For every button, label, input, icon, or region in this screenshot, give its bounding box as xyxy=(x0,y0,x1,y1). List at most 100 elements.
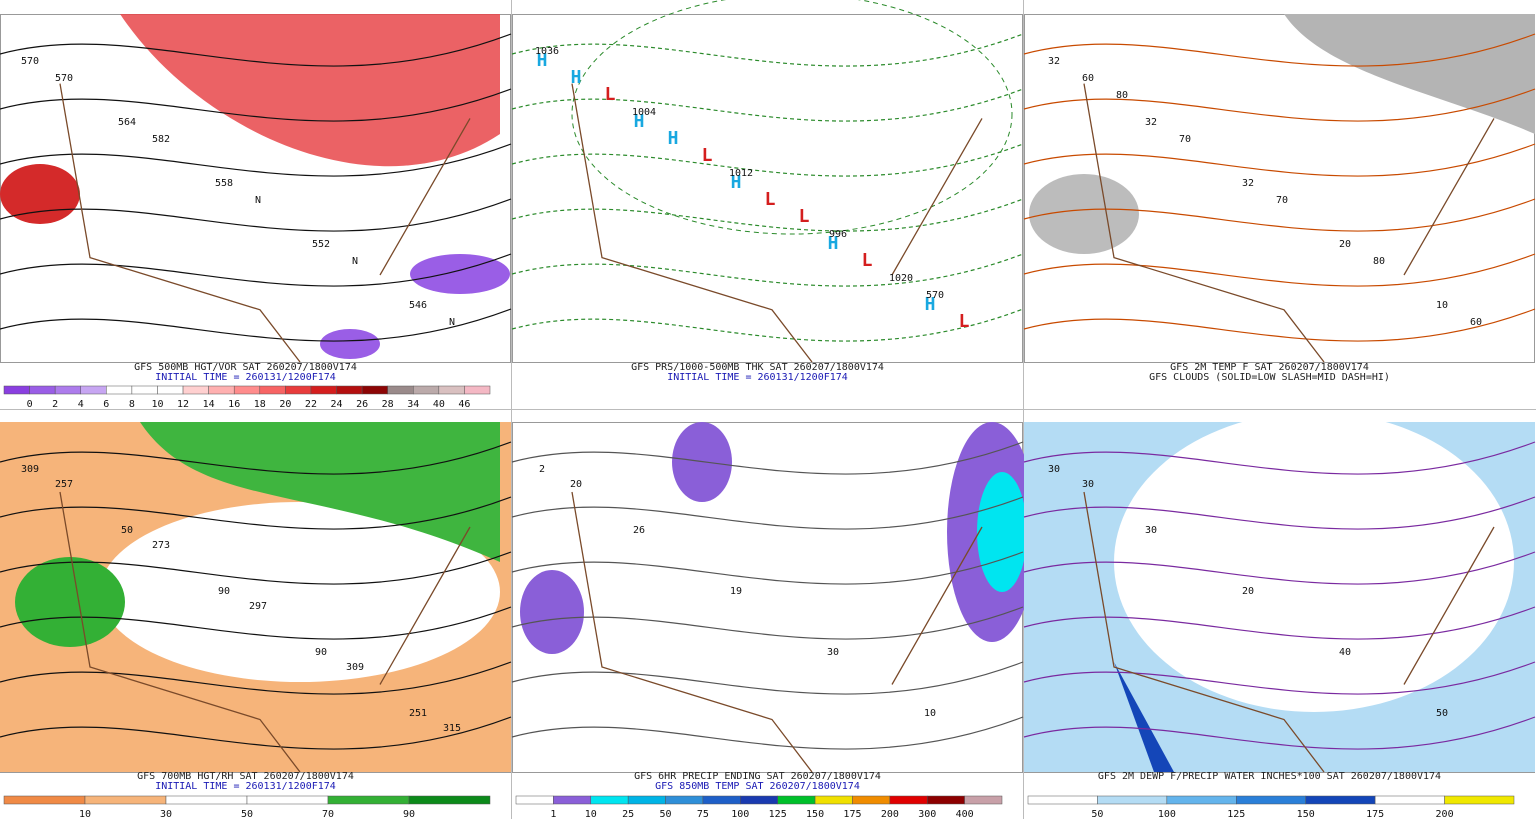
colorbar-label: 4 xyxy=(78,399,84,410)
colorbar-label: 400 xyxy=(956,809,974,819)
map-label: 80 xyxy=(1116,90,1128,101)
colorbar-swatch xyxy=(464,385,491,395)
map-label: 251 xyxy=(409,708,427,719)
map-label: 70 xyxy=(1276,195,1288,206)
map-label: L xyxy=(799,206,810,227)
colorbar-label: 150 xyxy=(806,809,824,819)
colorbar-label: 90 xyxy=(403,809,415,819)
caption: GFS 500MB HGT/VOR SAT 260207/1800V174 xyxy=(134,362,357,373)
precip-area xyxy=(977,472,1027,592)
contour-line xyxy=(1023,716,1536,750)
colorbar-label: 16 xyxy=(228,399,240,410)
colorbar-swatch xyxy=(310,385,337,395)
coastline xyxy=(1083,83,1495,363)
colorbar-swatch xyxy=(233,385,261,395)
contour-line xyxy=(511,716,1024,750)
map-label: N xyxy=(352,256,358,267)
map-label: 50 xyxy=(1436,708,1448,719)
map-label: 996 xyxy=(829,229,847,240)
map-label: 1036 xyxy=(535,46,559,57)
map-label: 70 xyxy=(1179,134,1191,145)
map-label: 273 xyxy=(152,540,170,551)
coastline xyxy=(59,491,471,773)
coastline xyxy=(59,83,471,363)
colorbar-swatch xyxy=(438,385,465,395)
contour-line xyxy=(1023,33,1536,67)
colorbar-label: 50 xyxy=(660,809,672,819)
map-label: 30 xyxy=(1082,479,1094,490)
colorbar-swatch xyxy=(413,385,440,395)
colorbar-label: 40 xyxy=(433,399,445,410)
contour-line xyxy=(0,33,512,67)
map-label: 558 xyxy=(215,178,233,189)
map-label: L xyxy=(702,145,713,166)
caption-line-2: GFS CLOUDS (SOLID=LOW SLASH=MID DASH=HI) xyxy=(1149,372,1390,383)
caption-line-2: INITIAL TIME = 260131/1200F174 xyxy=(155,372,336,383)
colorbar-label: 6 xyxy=(103,399,109,410)
vorticity-area xyxy=(320,329,380,359)
colorbar-label: 200 xyxy=(881,809,899,819)
map-label: 546 xyxy=(409,300,427,311)
vorticity-area xyxy=(120,14,500,167)
contour-line xyxy=(1023,253,1536,287)
colorbar-swatch xyxy=(1374,795,1445,805)
map-label: 582 xyxy=(152,134,170,145)
map-label: 32 xyxy=(1145,117,1157,128)
colorbar-swatch xyxy=(1236,795,1306,805)
map-label: 30 xyxy=(827,647,839,658)
contour-line xyxy=(0,551,512,585)
map-label: 26 xyxy=(633,525,645,536)
map-label: N xyxy=(255,195,261,206)
colorbar-label: 150 xyxy=(1297,809,1315,819)
contour-line xyxy=(511,253,1024,287)
map-label: H xyxy=(828,233,839,254)
contour-line xyxy=(511,143,1024,177)
vorticity-area xyxy=(0,164,80,224)
colorbar-swatch xyxy=(157,385,184,395)
colorbar-label: 1 xyxy=(550,809,556,819)
rh-area xyxy=(140,422,500,562)
colorbar-label: 28 xyxy=(382,399,394,410)
colorbar-swatch xyxy=(740,795,778,805)
colorbar-label: 18 xyxy=(254,399,266,410)
map-label: 30 xyxy=(1145,525,1157,536)
contour-line xyxy=(0,143,512,177)
colorbar-label: 70 xyxy=(322,809,334,819)
contour-line xyxy=(511,308,1024,342)
caption: GFS 2M DEWP F/PRECIP WATER INCHES*100 SA… xyxy=(1098,771,1441,782)
colorbar-label: 46 xyxy=(458,399,470,410)
colorbar-label: 8 xyxy=(129,399,135,410)
colorbar-label: 100 xyxy=(731,809,749,819)
colorbar-swatch xyxy=(246,795,329,805)
contour-line xyxy=(0,606,512,640)
colorbar-swatch xyxy=(131,385,158,395)
colorbar-swatch xyxy=(702,795,741,805)
map-label: 570 xyxy=(21,56,39,67)
caption: GFS 2M TEMP F SAT 260207/1800V174 xyxy=(1170,362,1369,373)
colorbar-label: 50 xyxy=(1091,809,1103,819)
colorbar-label: 10 xyxy=(585,809,597,819)
map-label: 50 xyxy=(121,525,133,536)
colorbar-label: 30 xyxy=(160,809,172,819)
contour-line xyxy=(511,441,1024,475)
thickness-area xyxy=(571,0,1013,235)
map-label: H xyxy=(571,67,582,88)
colorbar-swatch xyxy=(665,795,704,805)
map-label: H xyxy=(634,111,645,132)
colorbar-label: 100 xyxy=(1158,809,1176,819)
colorbar-swatch xyxy=(590,795,629,805)
map-label: 570 xyxy=(55,73,73,84)
coastline xyxy=(1083,491,1495,773)
map-label: 315 xyxy=(443,723,461,734)
colorbar-label: 26 xyxy=(356,399,368,410)
map-label: H xyxy=(668,128,679,149)
colorbar-swatch xyxy=(285,385,312,395)
vorticity-area xyxy=(410,254,510,294)
colorbar-label: 125 xyxy=(769,809,787,819)
contour-line xyxy=(511,198,1024,232)
colorbar-swatch xyxy=(54,385,81,395)
map-label: 10 xyxy=(924,708,936,719)
map-frame xyxy=(512,14,1023,363)
colorbar-swatch xyxy=(84,795,167,805)
